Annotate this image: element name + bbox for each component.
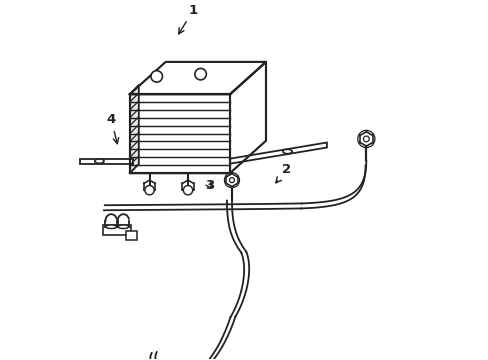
Polygon shape [130,62,265,94]
FancyBboxPatch shape [103,225,131,235]
Ellipse shape [282,149,291,154]
Ellipse shape [105,225,116,229]
Polygon shape [130,94,230,173]
FancyBboxPatch shape [126,231,137,240]
Text: 2: 2 [275,163,291,183]
Ellipse shape [118,225,128,229]
Text: 3: 3 [204,179,214,192]
Polygon shape [230,143,326,164]
Ellipse shape [95,159,104,163]
Text: 1: 1 [178,4,198,34]
Circle shape [229,177,234,183]
Circle shape [151,71,162,82]
Polygon shape [230,62,265,173]
Circle shape [363,136,368,142]
Text: 4: 4 [106,113,119,144]
Circle shape [195,68,206,80]
Circle shape [144,185,154,195]
FancyBboxPatch shape [80,159,133,164]
Polygon shape [130,85,139,173]
Circle shape [183,185,192,195]
